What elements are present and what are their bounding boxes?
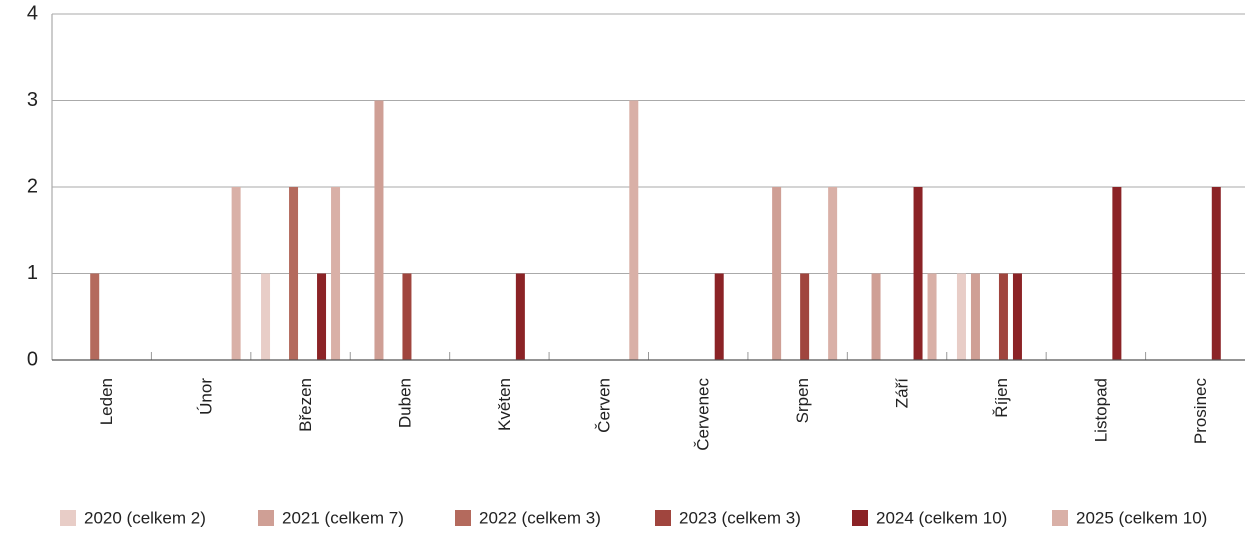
bar xyxy=(828,187,838,360)
legend-label: 2020 (celkem 2) xyxy=(84,508,206,527)
x-tick-label: Leden xyxy=(97,378,116,425)
x-tick-label: Březen xyxy=(296,378,315,432)
x-tick-label: Prosinec xyxy=(1191,378,1210,445)
bar xyxy=(90,273,100,360)
x-tick-label: Září xyxy=(893,378,912,409)
bar xyxy=(515,273,525,360)
legend-swatch xyxy=(852,510,868,526)
bar xyxy=(1211,187,1221,360)
x-tick-label: Červenec xyxy=(694,378,713,451)
bar xyxy=(970,273,980,360)
x-tick-label: Říjen xyxy=(992,378,1011,418)
legend-label: 2024 (celkem 10) xyxy=(876,508,1007,527)
legend-label: 2025 (celkem 10) xyxy=(1076,508,1207,527)
y-tick-label: 1 xyxy=(27,262,38,284)
bar xyxy=(714,273,724,360)
legend-label: 2021 (celkem 7) xyxy=(282,508,404,527)
x-tick-label: Duben xyxy=(395,378,414,428)
bar xyxy=(956,273,966,360)
bar xyxy=(331,187,341,360)
bar xyxy=(629,100,639,360)
bar xyxy=(998,273,1008,360)
bar xyxy=(913,187,923,360)
bar xyxy=(800,273,810,360)
bar xyxy=(871,273,881,360)
y-tick-label: 3 xyxy=(27,89,38,111)
bar xyxy=(317,273,327,360)
x-tick-label: Květen xyxy=(495,378,514,431)
bar xyxy=(289,187,299,360)
x-tick-label: Srpen xyxy=(793,378,812,423)
legend-swatch xyxy=(655,510,671,526)
x-tick-label: Listopad xyxy=(1091,378,1110,442)
bar xyxy=(402,273,412,360)
bar xyxy=(261,273,271,360)
bar xyxy=(1112,187,1122,360)
legend-label: 2022 (celkem 3) xyxy=(479,508,601,527)
bar xyxy=(927,273,937,360)
bar xyxy=(772,187,782,360)
bar xyxy=(231,187,241,360)
legend-swatch xyxy=(60,510,76,526)
y-tick-label: 2 xyxy=(27,175,38,197)
y-tick-label: 0 xyxy=(27,348,38,370)
legend-swatch xyxy=(258,510,274,526)
x-tick-label: Červen xyxy=(594,378,613,433)
legend-swatch xyxy=(1052,510,1068,526)
bar xyxy=(1012,273,1022,360)
legend-swatch xyxy=(455,510,471,526)
bar xyxy=(374,100,384,360)
legend-label: 2023 (celkem 3) xyxy=(679,508,801,527)
x-tick-label: Únor xyxy=(197,378,216,415)
y-tick-label: 4 xyxy=(27,2,38,24)
